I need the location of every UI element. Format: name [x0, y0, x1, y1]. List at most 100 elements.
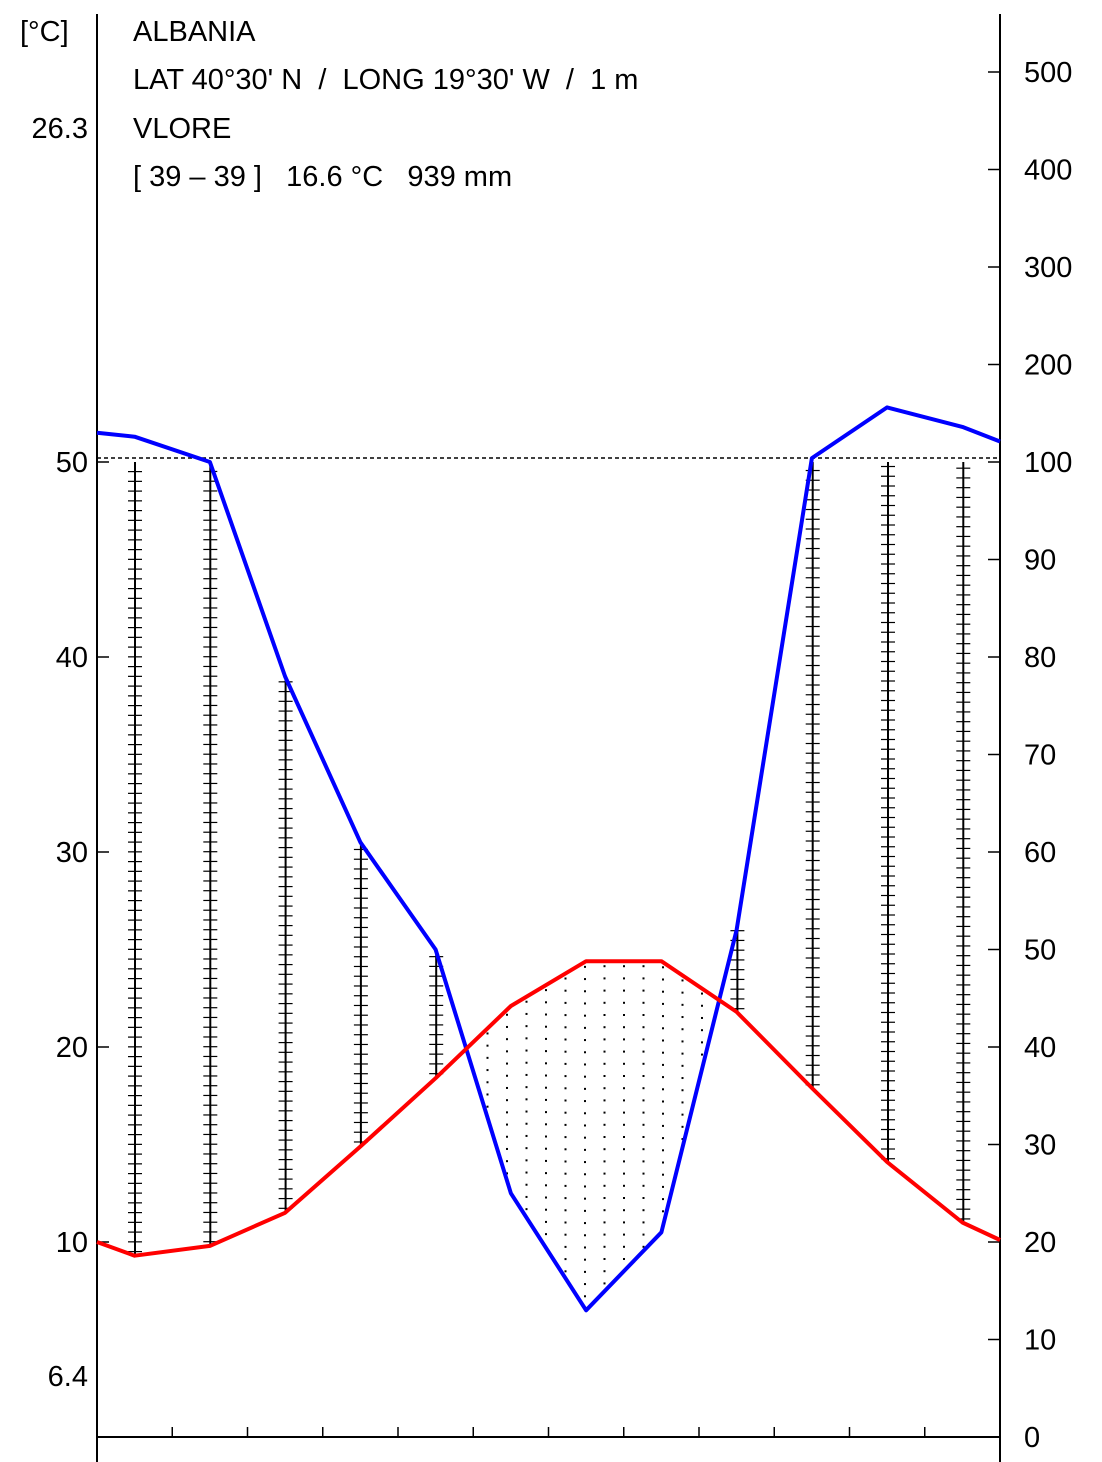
arid-dot	[486, 1081, 489, 1084]
arid-dot	[564, 1001, 567, 1004]
arid-dot	[564, 989, 567, 992]
arid-dot	[662, 1002, 664, 1005]
arid-dot	[603, 1050, 606, 1053]
arid-dot	[603, 989, 606, 992]
arid-dot	[525, 1195, 528, 1198]
precip-tick-label: 0	[1024, 1422, 1040, 1454]
arid-dot	[584, 1112, 586, 1115]
arid-dot	[506, 1062, 508, 1065]
arid-dot	[623, 1136, 625, 1138]
arid-dot	[681, 1077, 684, 1080]
arid-dot	[662, 1051, 664, 1054]
temp-max-label: 26.3	[32, 113, 88, 145]
arid-dot	[623, 1075, 625, 1077]
arid-dot	[603, 977, 606, 980]
arid-dot	[603, 1233, 606, 1236]
arid-dot	[623, 1087, 625, 1090]
arid-dot	[642, 1148, 645, 1151]
arid-dot	[642, 1001, 645, 1004]
arid-dot	[564, 1233, 567, 1236]
arid-dot	[506, 1050, 508, 1053]
arid-dot	[642, 1184, 645, 1187]
arid-dot	[564, 977, 567, 980]
arid-dot	[623, 1001, 625, 1004]
arid-dot	[603, 1148, 606, 1151]
arid-dot	[681, 1040, 684, 1043]
arid-dot	[564, 1184, 567, 1187]
arid-dot	[525, 1086, 528, 1089]
arid-dot	[603, 1270, 606, 1273]
arid-dot	[564, 1172, 567, 1175]
arid-dot	[545, 1123, 547, 1126]
precip-tick-label: 50	[1024, 935, 1056, 967]
axis-ticks	[96, 71, 1001, 1438]
arid-dot	[506, 1013, 508, 1016]
arid-dot	[623, 1099, 625, 1102]
arid-dot	[564, 1026, 567, 1029]
arid-dot	[603, 1209, 606, 1212]
arid-dot	[662, 1088, 664, 1091]
arid-dot	[564, 1111, 567, 1114]
arid-dot	[564, 1062, 567, 1065]
arid-dot	[603, 1111, 606, 1114]
arid-dot	[642, 1221, 645, 1224]
arid-dot	[623, 1184, 625, 1187]
arid-dot	[584, 1283, 586, 1286]
arid-dot	[662, 1063, 664, 1066]
arid-dot	[545, 1220, 547, 1223]
arid-dot	[584, 1295, 586, 1298]
arid-dot	[681, 1089, 684, 1092]
arid-dot	[681, 979, 684, 982]
arid-dot	[623, 1258, 625, 1260]
arid-dot	[662, 1112, 664, 1115]
arid-dot	[584, 1209, 586, 1212]
arid-dot	[564, 1136, 567, 1139]
arid-dot	[681, 1028, 684, 1031]
arid-dot	[603, 1184, 606, 1187]
arid-dot	[545, 1208, 547, 1211]
arid-dot	[506, 1123, 508, 1126]
arid-dot	[584, 1087, 586, 1090]
temp-tick-label: 30	[56, 837, 88, 869]
arid-dot	[506, 1025, 508, 1028]
station-coordinates: LAT 40°30' N / LONG 19°30' W / 1 m	[133, 64, 638, 96]
arid-dot	[623, 1038, 625, 1041]
arid-dot	[525, 1208, 528, 1211]
arid-dot	[603, 1245, 606, 1248]
arid-dot	[486, 1056, 489, 1059]
temp-tick-label: 10	[56, 1227, 88, 1259]
arid-dot	[584, 1039, 586, 1042]
arid-dot	[545, 1013, 547, 1016]
arid-dot	[584, 1136, 586, 1139]
arid-dot	[506, 1160, 508, 1163]
arid-dot	[584, 1197, 586, 1200]
arid-dot	[564, 1050, 567, 1053]
arid-dot	[603, 1087, 606, 1090]
arid-dot	[623, 1160, 625, 1163]
arid-dot	[662, 1124, 664, 1127]
arid-dot	[681, 1016, 684, 1019]
arid-dot	[662, 1185, 664, 1188]
arid-dot	[545, 1233, 547, 1236]
arid-dot	[623, 989, 625, 992]
precip-tick-label: 40	[1024, 1032, 1056, 1064]
precip-tick-label: 10	[1024, 1325, 1056, 1357]
arid-dot	[603, 1099, 606, 1102]
precip-tick-label: 90	[1024, 545, 1056, 577]
arid-dot	[623, 1209, 625, 1212]
arid-dot	[584, 1148, 586, 1151]
arid-dot	[623, 1148, 625, 1151]
arid-dot	[623, 1233, 625, 1236]
arid-dot	[564, 1038, 567, 1041]
arid-dot	[603, 965, 606, 968]
arid-dot	[564, 1245, 567, 1248]
arid-dot	[701, 1041, 703, 1044]
arid-dot	[545, 1196, 547, 1199]
arid-dot	[506, 1172, 508, 1175]
arid-dot	[545, 1001, 547, 1004]
arid-dot	[603, 1026, 606, 1029]
arid-dot	[681, 1138, 684, 1141]
arid-dot	[642, 1233, 645, 1236]
station-summary: [ 39 – 39 ] 16.6 °C 939 mm	[133, 161, 512, 193]
